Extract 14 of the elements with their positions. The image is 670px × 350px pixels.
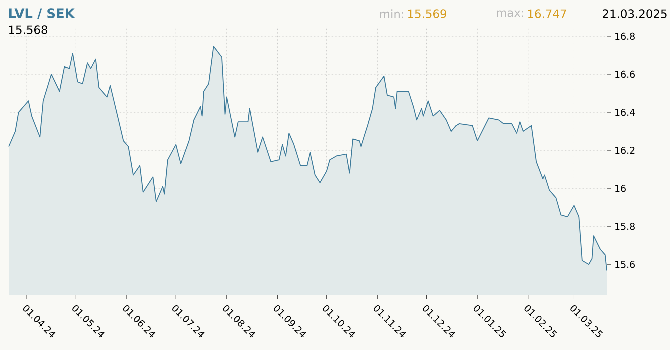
y-tick-label: 16.2 bbox=[616, 146, 635, 154]
y-tick-label: 16.4 bbox=[616, 108, 636, 116]
chart-title: LVL / SEK bbox=[9, 8, 76, 20]
y-tick-label: 15.8 bbox=[616, 222, 635, 230]
y-tick-label: 16.8 bbox=[616, 32, 635, 40]
text: 15.569 bbox=[408, 10, 446, 18]
y-tick-label: 16 bbox=[616, 184, 626, 192]
text: 21.03.2025 bbox=[603, 10, 667, 18]
y-tick-label: 16.6 bbox=[616, 70, 635, 78]
text: 16.747 bbox=[528, 10, 566, 18]
text: max: bbox=[497, 10, 524, 18]
text: min: bbox=[380, 10, 404, 18]
y-tick-label: 15.6 bbox=[616, 261, 635, 268]
annotation: 15.568 bbox=[9, 26, 48, 34]
